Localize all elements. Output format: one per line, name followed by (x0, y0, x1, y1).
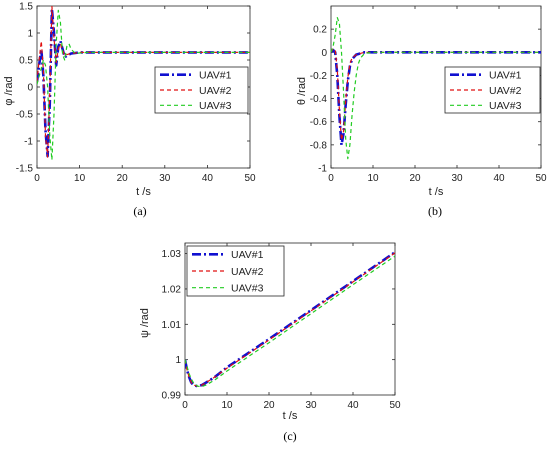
series-line-uav3 (185, 255, 395, 388)
legend: UAV#1 UAV#2 UAV#3 (186, 245, 285, 297)
y-tick-label: -0.8 (310, 140, 328, 151)
legend-box (186, 245, 285, 297)
chart-panel-3: 0 10 20 30 40 50 0.99 1 1.01 1.02 1.03 t /s ψ /rad (c… (139, 242, 401, 443)
y-axis-label: θ /rad (296, 77, 308, 105)
y-tick-label: 1 (27, 29, 33, 40)
x-tick-label: 50 (244, 173, 256, 184)
x-axis-label: t /s (136, 186, 151, 198)
x-tick-label: 10 (221, 400, 233, 411)
x-tick-label: 0 (34, 173, 40, 184)
y-tick-label: 1 (175, 355, 181, 366)
legend-label: UAV#1 (489, 69, 522, 81)
y-tick-label: -0.6 (310, 117, 328, 128)
x-tick-label: 30 (159, 173, 171, 184)
y-axis-label: ψ /rad (139, 308, 151, 338)
series-line-uav3 (331, 17, 541, 160)
y-tick-label: -0.2 (310, 71, 328, 82)
x-tick-label: 20 (263, 400, 275, 411)
y-tick-label: 1.5 (19, 2, 33, 13)
x-tick-label: 0 (182, 400, 188, 411)
y-tick-label: 0.2 (313, 25, 327, 36)
legend-label: UAV#2 (199, 85, 232, 97)
y-axis-label: φ /rad (3, 76, 15, 105)
x-tick-label: 10 (367, 173, 379, 184)
x-tick-label: 20 (117, 173, 129, 184)
y-tick-label: -0.5 (16, 110, 34, 121)
series-group (185, 251, 395, 388)
x-tick-label: 30 (451, 173, 463, 184)
x-tick-label: 0 (328, 173, 334, 184)
x-tick-label: 50 (389, 400, 401, 411)
x-tick-label: 50 (535, 173, 547, 184)
chart-panel-2: 0 10 20 30 40 50 -1 -0.8 -0.6 -0.4 -0.2 0 0.2 t /s θ /… (296, 5, 547, 218)
series-line-uav2 (37, 6, 250, 158)
y-tick-label: 1.02 (162, 284, 182, 295)
legend-label: UAV#2 (489, 85, 522, 97)
chart-panel-1: 0 10 20 30 40 50 -1.5 -1 -0.5 0 0.5 1 1.5 t /s φ /rad (… (3, 2, 256, 219)
legend-label: UAV#3 (231, 282, 264, 294)
series-line-uav3 (37, 9, 250, 161)
x-tick-label: 30 (305, 400, 317, 411)
y-tick-label: -1.5 (16, 164, 34, 175)
legend-label: UAV#2 (231, 266, 264, 278)
panel-label: (b) (428, 204, 442, 218)
x-tick-label: 10 (74, 173, 86, 184)
x-tick-label: 40 (493, 173, 505, 184)
y-tick-label: 0.99 (162, 391, 182, 402)
y-tick-label: -1 (24, 137, 33, 148)
series-line-uav2 (185, 252, 395, 387)
legend: UAV#1 UAV#2 UAV#3 (444, 66, 541, 114)
legend-label: UAV#3 (199, 100, 232, 112)
series-group (331, 17, 541, 160)
y-tick-label: 0 (321, 48, 327, 59)
panel-label: (a) (133, 204, 146, 218)
x-tick-label: 20 (409, 173, 421, 184)
y-tick-label: -1 (318, 164, 327, 175)
x-axis-label: t /s (429, 186, 444, 198)
legend: UAV#1 UAV#2 UAV#3 (154, 66, 249, 114)
y-tick-label: 0.5 (19, 56, 33, 67)
x-tick-label: 40 (202, 173, 214, 184)
x-axis-label: t /s (283, 410, 298, 422)
y-tick-label: 1.03 (162, 249, 182, 260)
y-tick-label: 1.01 (162, 320, 182, 331)
panel-label: (c) (283, 429, 296, 443)
series-group (37, 6, 250, 161)
y-tick-label: 0 (27, 83, 33, 94)
legend-label: UAV#1 (231, 249, 264, 261)
y-tick-label: -0.4 (310, 94, 328, 105)
legend-label: UAV#3 (489, 100, 522, 112)
legend-label: UAV#1 (199, 69, 232, 81)
x-tick-label: 40 (347, 400, 359, 411)
